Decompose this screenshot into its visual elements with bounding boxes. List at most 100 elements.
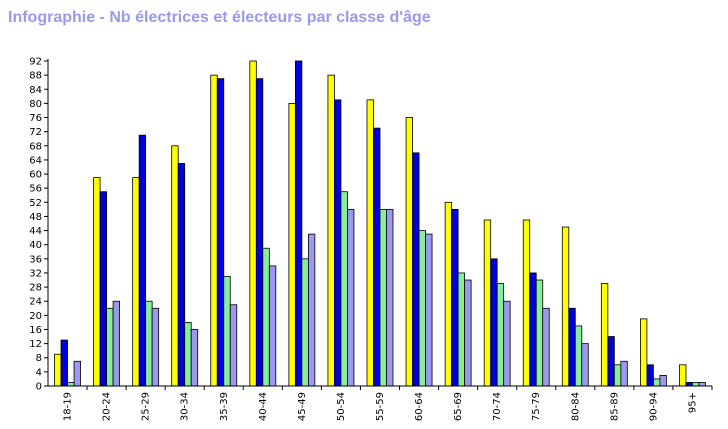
bar-40-44-series-2 bbox=[255, 78, 264, 387]
y-tick-label: 52 bbox=[29, 198, 42, 209]
y-tick-label: 88 bbox=[29, 71, 42, 82]
bar-45-49-series-4 bbox=[307, 233, 316, 387]
bars-layer bbox=[54, 60, 706, 387]
bar-65-69-series-4 bbox=[464, 279, 472, 387]
x-tick-label: 40-44 bbox=[258, 392, 269, 421]
y-tick-label: 8 bbox=[36, 353, 42, 364]
bar-65-69-series-3 bbox=[457, 272, 466, 387]
bar-35-39-series-1 bbox=[210, 74, 218, 387]
bar-75-79-series-2 bbox=[529, 272, 537, 387]
bar-80-84-series-2 bbox=[568, 307, 576, 387]
y-tick-label: 48 bbox=[29, 212, 42, 223]
x-tick-label: 55-59 bbox=[375, 392, 386, 421]
bar-40-44-series-3 bbox=[262, 247, 270, 387]
bar-60-64-series-1 bbox=[405, 117, 413, 387]
y-tick-label: 32 bbox=[29, 268, 42, 279]
bar-20-24-series-3 bbox=[106, 307, 114, 387]
x-tick-label: 95+ bbox=[687, 392, 698, 413]
bar-85-89-series-4 bbox=[620, 360, 628, 387]
bar-25-29-series-3 bbox=[145, 300, 153, 387]
x-tick-label: 60-64 bbox=[414, 392, 425, 421]
y-tick-label: 84 bbox=[29, 85, 42, 96]
bar-55-59-series-2 bbox=[373, 127, 381, 387]
x-tick-label: 35-39 bbox=[219, 392, 230, 421]
x-tick-label: 80-84 bbox=[570, 392, 581, 421]
bar-20-24-series-2 bbox=[99, 191, 107, 387]
x-tick-label: 25-29 bbox=[141, 392, 152, 421]
bar-18-19-series-1 bbox=[54, 353, 62, 387]
y-tick-label: 92 bbox=[29, 57, 42, 68]
y-tick-label: 68 bbox=[29, 141, 42, 152]
bar-80-84-series-1 bbox=[561, 226, 570, 387]
bar-95+-series-3 bbox=[692, 382, 700, 387]
x-tick-label: 70-74 bbox=[492, 392, 503, 421]
bar-30-34-series-3 bbox=[184, 322, 192, 387]
bar-70-74-series-3 bbox=[496, 283, 505, 387]
bar-35-39-series-2 bbox=[216, 78, 225, 387]
bar-45-49-series-1 bbox=[288, 102, 296, 387]
bar-85-89-series-1 bbox=[600, 283, 609, 387]
bar-50-54-series-4 bbox=[347, 208, 355, 387]
bar-95+-series-2 bbox=[685, 382, 693, 387]
y-tick-label: 72 bbox=[29, 127, 42, 138]
bar-85-89-series-2 bbox=[607, 336, 615, 387]
y-tick-label: 76 bbox=[29, 113, 42, 124]
x-tick-label: 45-49 bbox=[297, 392, 308, 421]
bar-25-29-series-2 bbox=[138, 134, 147, 387]
bar-30-34-series-1 bbox=[171, 145, 179, 387]
bar-70-74-series-4 bbox=[503, 300, 511, 387]
bar-75-79-series-4 bbox=[542, 307, 550, 387]
bar-35-39-series-3 bbox=[223, 276, 231, 387]
bar-90-94-series-1 bbox=[640, 318, 648, 387]
y-tick-label: 28 bbox=[29, 283, 42, 294]
y-tick-label: 56 bbox=[29, 184, 42, 195]
y-tick-label: 60 bbox=[29, 170, 42, 181]
y-tick-label: 16 bbox=[29, 325, 42, 336]
chart-title: Infographie - Nb électrices et électeurs… bbox=[8, 9, 431, 26]
bar-95+-series-4 bbox=[698, 382, 706, 387]
y-tick-label: 36 bbox=[29, 254, 42, 265]
bar-20-24-series-4 bbox=[112, 300, 120, 387]
x-tick-label: 65-69 bbox=[453, 392, 464, 421]
bar-95+-series-1 bbox=[679, 364, 687, 387]
bar-60-64-series-3 bbox=[418, 230, 426, 387]
bar-90-94-series-2 bbox=[646, 364, 654, 387]
x-tick-label: 20-24 bbox=[102, 392, 113, 421]
bar-35-39-series-4 bbox=[229, 304, 238, 387]
bar-75-79-series-1 bbox=[522, 219, 531, 387]
bar-60-64-series-2 bbox=[412, 152, 420, 387]
x-tick-label: 90-94 bbox=[648, 392, 659, 421]
bar-55-59-series-4 bbox=[386, 208, 394, 387]
x-tick-label: 30-34 bbox=[180, 392, 191, 421]
bar-80-84-series-3 bbox=[574, 325, 583, 387]
bar-75-79-series-3 bbox=[535, 279, 544, 387]
bar-18-19-series-4 bbox=[73, 360, 81, 387]
bar-85-89-series-3 bbox=[613, 364, 622, 387]
bar-20-24-series-1 bbox=[93, 177, 101, 387]
y-tick-label: 64 bbox=[29, 155, 42, 166]
bar-55-59-series-3 bbox=[379, 208, 387, 387]
bar-50-54-series-1 bbox=[327, 74, 335, 387]
y-tick-label: 80 bbox=[29, 99, 42, 110]
x-tick-label: 50-54 bbox=[336, 392, 347, 421]
bar-55-59-series-1 bbox=[366, 99, 374, 387]
x-tick-label: 18-19 bbox=[63, 392, 74, 421]
bar-90-94-series-3 bbox=[653, 378, 661, 387]
bar-65-69-series-1 bbox=[444, 201, 453, 387]
bar-50-54-series-2 bbox=[334, 99, 342, 387]
bar-18-19-series-2 bbox=[60, 339, 68, 387]
y-tick-label: 40 bbox=[29, 240, 42, 251]
bar-60-64-series-4 bbox=[425, 233, 433, 387]
y-tick-label: 20 bbox=[29, 311, 42, 322]
bar-70-74-series-2 bbox=[490, 258, 498, 387]
bar-25-29-series-4 bbox=[151, 307, 160, 387]
bar-40-44-series-4 bbox=[268, 265, 277, 387]
y-tick-label: 24 bbox=[29, 297, 42, 308]
bar-30-34-series-2 bbox=[177, 163, 186, 387]
bar-18-19-series-3 bbox=[67, 382, 75, 387]
y-tick-label: 44 bbox=[29, 226, 42, 237]
x-tick-label: 75-79 bbox=[531, 392, 542, 421]
bar-30-34-series-4 bbox=[190, 329, 199, 387]
bar-65-69-series-2 bbox=[451, 208, 459, 387]
